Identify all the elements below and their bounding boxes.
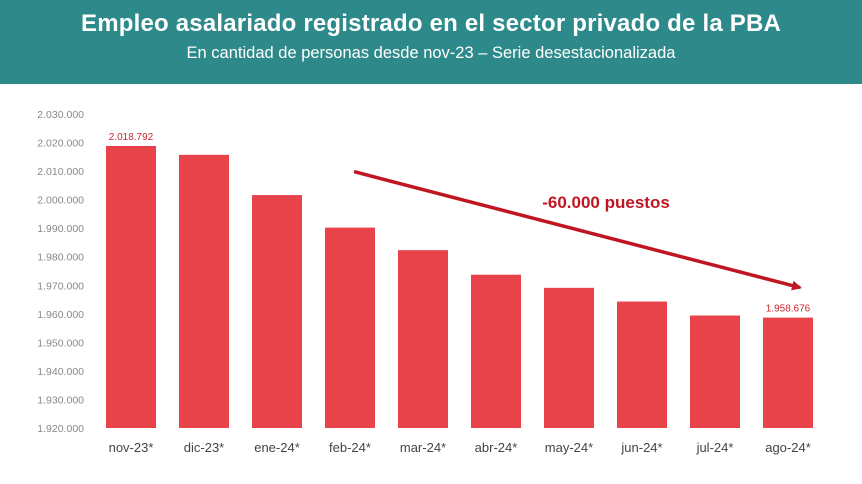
x-tick-label: jul-24* (696, 440, 734, 455)
y-tick-label: 1.940.000 (37, 366, 84, 378)
bar (763, 317, 813, 428)
y-tick-label: 1.930.000 (37, 394, 84, 406)
x-tick-label: ago-24* (765, 440, 811, 455)
x-axis: nov-23* dic-23* ene-24* feb-24* mar-24* abr-2… (109, 440, 811, 455)
trend-arrow (353, 169, 802, 291)
y-tick-label: 1.990.000 (37, 223, 84, 235)
bars (106, 145, 813, 428)
x-tick-label: abr-24* (475, 440, 518, 455)
y-tick-label: 2.020.000 (37, 138, 84, 150)
x-tick-label: ene-24* (254, 440, 300, 455)
y-tick-label: 1.970.000 (37, 280, 84, 292)
chart-title: Empleo asalariado registrado en el secto… (80, 10, 782, 37)
y-tick-label: 2.030.000 (37, 109, 84, 121)
bar (398, 250, 448, 428)
y-tick-label: 1.980.000 (37, 252, 84, 264)
bar (106, 145, 156, 428)
bar (690, 315, 740, 428)
y-tick-label: 1.950.000 (37, 337, 84, 349)
x-tick-label: nov-23* (109, 440, 154, 455)
bar (179, 154, 229, 428)
x-tick-label: mar-24* (400, 440, 446, 455)
y-tick-label: 2.000.000 (37, 195, 84, 207)
data-labels: 2.018.792 1.958.676 (109, 132, 811, 315)
y-tick-label: 2.010.000 (37, 166, 84, 178)
x-tick-label: may-24* (545, 440, 593, 455)
annotation-label: -60.000 puestos (542, 193, 670, 212)
y-tick-label: 1.960.000 (37, 309, 84, 321)
bar (471, 274, 521, 428)
data-label: 2.018.792 (109, 132, 154, 143)
bar (617, 301, 667, 428)
y-axis: 1.920.000 1.930.000 1.940.000 1.950.000 1.96… (37, 109, 84, 435)
annotation: -60.000 puestos (353, 169, 802, 291)
bar (252, 195, 302, 428)
data-label: 1.958.676 (766, 304, 811, 315)
bar (544, 287, 594, 428)
x-tick-label: feb-24* (329, 440, 371, 455)
y-tick-label: 1.920.000 (37, 423, 84, 435)
chart-header: Empleo asalariado registrado en el secto… (0, 0, 862, 84)
chart-subtitle: En cantidad de personas desde nov-23 – S… (186, 44, 676, 62)
x-tick-label: dic-23* (184, 440, 224, 455)
x-tick-label: jun-24* (620, 440, 662, 455)
bar (325, 227, 375, 428)
bar-chart: 1.920.000 1.930.000 1.940.000 1.950.000 1.96… (37, 109, 813, 455)
